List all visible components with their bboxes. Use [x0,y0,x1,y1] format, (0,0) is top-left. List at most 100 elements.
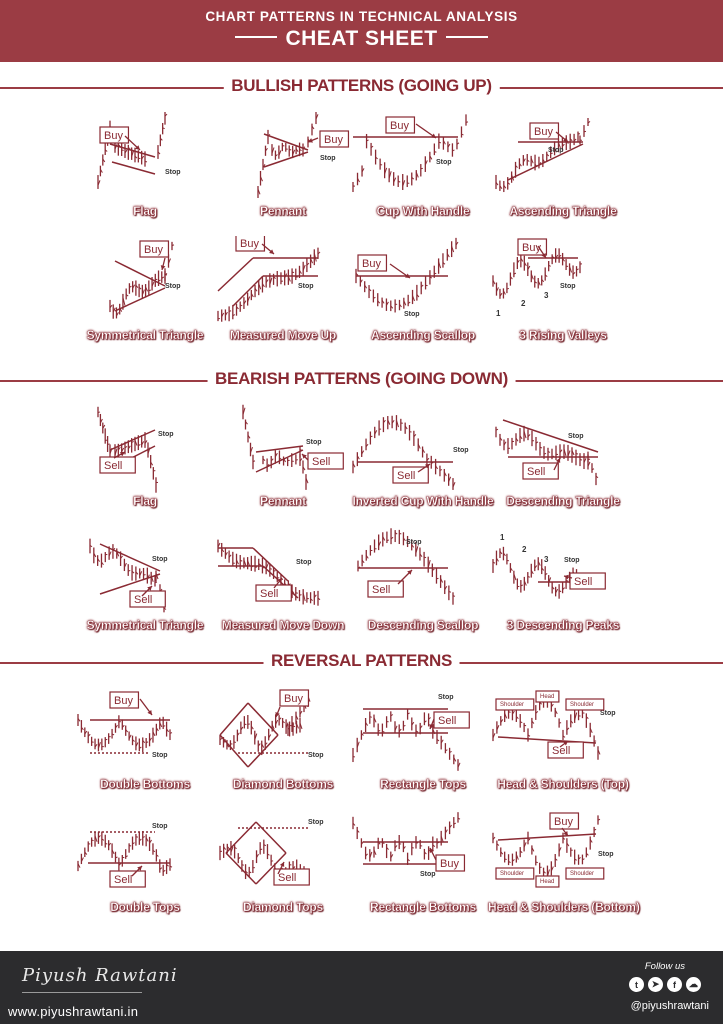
signal-label: Buy [390,120,409,132]
signal-label-box [319,130,350,148]
header-dash-left [235,36,278,39]
signal-label-box [99,456,136,474]
pattern-caption: Pennant [260,494,306,508]
pattern-chart: Sell Stop [495,419,599,486]
trend-line [255,445,304,453]
peak-mark-2: 2 [522,545,527,554]
arrow-head [275,712,280,717]
pattern-chart: Buy Stop Shoulder Head Shoulder [492,812,614,888]
stop-label: Stop [438,694,454,701]
cloud-icon[interactable]: ☁ [686,977,701,992]
trend-line [255,852,287,885]
header-banner: CHART PATTERNS IN TECHNICAL ANALYSIS CHE… [0,0,723,62]
pattern-card: Sell Stop Descending Triangle [488,402,658,522]
stop-label: Stop [560,283,576,290]
arrow-head [425,464,430,469]
trend-line [99,543,161,572]
signal-label-box [517,238,548,256]
stop-label: Stop [453,447,469,454]
pattern-caption: Cup With Handle [376,204,470,218]
section-bullish: BULLISH PATTERNS (GOING UP) [0,76,723,100]
pattern-caption: Diamond Tops [242,900,324,914]
signal-label: Sell [278,872,296,884]
signal-label-box [569,572,606,590]
social-handle[interactable]: @piyushrawtani [630,1000,709,1012]
price-bars [242,404,256,470]
arrow-head [269,249,274,254]
section-reversal: REVERSAL PATTERNS [0,651,723,675]
price-bars [492,546,583,599]
pattern-card: Buy Stop Pennant [208,112,378,232]
head-label-box [535,690,560,703]
pattern-card: Sell Stop Measured Move Down [208,526,378,646]
stop-label: Stop [308,752,324,759]
trend-line [225,852,257,885]
price-bars [217,247,321,322]
arrow-head [563,741,568,746]
shoulder-right-label: Shoulder [570,702,594,708]
pattern-chart: Buy Stop [257,112,350,198]
header-title: CHART PATTERNS IN TECHNICAL ANALYSIS [205,9,518,24]
pattern-chart: Sell Stop 1 2 3 [492,533,606,599]
pattern-card: Buy Stop Flag [70,112,240,232]
pattern-card: Sell Stop Double Tops [70,808,240,928]
price-bars [495,425,591,470]
stop-label: Stop [436,159,452,166]
pattern-card: Sell Stop Diamond Tops [208,808,378,928]
shoulder-left-label: Shoulder [500,702,524,708]
price-bars [352,415,456,490]
pattern-chart: Sell Stop [352,694,470,771]
facebook-icon[interactable]: f [667,977,682,992]
section-bullish-title: BULLISH PATTERNS (GOING UP) [223,76,500,96]
pattern-card: Buy Stop 1 2 3 3 Rising Valleys [488,236,658,356]
pattern-chart: Buy Stop [352,812,466,878]
price-bars [355,237,459,313]
signal-label-box [522,462,559,480]
stop-label: Stop [568,433,584,440]
pattern-card: Buy Stop Ascending Scallop [348,236,518,356]
signature-underline [22,992,142,993]
pattern-card: Buy Stop Double Bottoms [70,685,240,805]
telegram-icon[interactable]: ➤ [648,977,663,992]
price-bars [587,451,599,486]
head-label: Head [540,694,554,700]
arrow-head [135,145,140,150]
pattern-chart: Buy Stop [495,117,591,193]
stop-label: Stop [152,556,168,563]
pattern-caption: Measured Move Up [229,328,337,342]
follow-label: Follow us [644,961,685,972]
stop-label: Stop [298,283,314,290]
pattern-card: Sell Stop Rectangle Tops [348,685,518,805]
signal-label-box [273,868,310,886]
pattern-caption: Double Bottoms [100,777,190,791]
signal-label-box [367,580,404,598]
pattern-caption: Ascending Scallop [371,328,475,342]
signal-label: Sell [372,584,390,596]
pattern-caption: 3 Descending Peaks [506,618,620,632]
head-label: Head [540,879,554,885]
signal-label-box [529,122,560,140]
signal-label-box [385,116,416,134]
arrow-head [302,454,307,459]
header-subtitle-row: CHEAT SHEET [0,27,723,51]
header-subtitle: CHEAT SHEET [285,27,438,50]
pattern-card: Buy Stop Diamond Bottoms [208,685,378,805]
arrow-head [308,138,313,143]
signal-label-box [139,240,170,258]
pattern-card: Buy Stop Measured Move Up [208,236,378,356]
signal-label: Buy [240,238,259,250]
pattern-caption: Head & Shoulders (Bottom) [488,900,640,914]
signal-label-box [307,452,344,470]
arrow-head [147,710,152,715]
arrow-head [563,831,568,836]
price-bars [262,450,303,472]
header-dash-right [445,36,488,39]
price-bars [77,714,173,752]
signature: Piyush Rawtani [22,965,178,993]
twitter-icon[interactable]: t [629,977,644,992]
pattern-chart: Sell Stop [352,415,469,490]
website-link[interactable]: www.piyushrawtani.in [8,1004,139,1019]
peak-mark-1: 1 [500,533,505,542]
arrow-head [555,458,561,463]
stop-label: Stop [165,169,181,176]
